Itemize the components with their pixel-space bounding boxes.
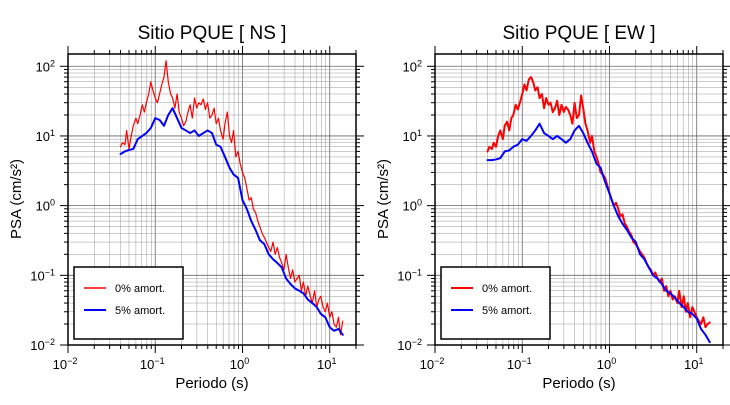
chart-ns-legend: 0% amort. 5% amort. [73,266,184,340]
chart-ns-frame [67,53,357,346]
chart-ns-ytick-label: 102 [36,58,55,74]
chart-ew-ytick-label: 100 [403,198,422,214]
chart-ew-xtick-label: 101 [684,356,703,372]
chart-ns-series-line-1 [119,107,344,336]
chart-ew-series-line-1 [486,122,711,344]
chart-ew-legend: 0% amort. 5% amort. [440,266,551,340]
chart-ew-ylabel: PSA (cm/s²) [375,159,392,239]
chart-ew-ticks: 10−2 10−1 100 101 10−2 10−1 100 101 102 [397,46,730,372]
chart-ns-xtick-label: 100 [230,356,249,372]
chart-ew-xtick-label: 100 [597,356,616,372]
chart-ns-ytick-label: 10−2 [30,337,55,353]
chart-ew-frame [434,53,724,346]
chart-ns-ytick-label: 101 [36,128,55,144]
chart-ns-legend-label-1: 5% amort. [115,305,165,317]
chart-ew-series [486,76,711,344]
chart-ew: Sitio PQUE [ EW ] 10−2 10−1 100 101 10−2 10−1… [375,23,730,392]
chart-ew-xtick-label: 10−2 [420,356,445,372]
chart-ns-title: Sitio PQUE [ NS ] [138,23,287,44]
chart-ns-xtick-label: 10−2 [53,356,78,372]
chart-ns-ticks: 10−2 10−1 100 101 10−2 10−1 100 101 102 [30,46,364,372]
chart-ns-legend-box [73,266,184,340]
chart-ew-legend-box [440,266,551,340]
chart-ew-legend-label-1: 5% amort. [482,305,532,317]
chart-ew-legend-label-0: 0% amort. [482,283,532,295]
chart-ns-ytick-label: 10−1 [30,267,55,283]
chart-ew-ytick-label: 10−1 [397,267,422,283]
chart-ew-ytick-label: 101 [403,128,422,144]
chart-ns: Sitio PQUE [ NS ] 10−2 10−1 100 101 10−2 10−1… [8,23,364,392]
chart-ew-title: Sitio PQUE [ EW ] [502,23,655,44]
chart-ew-ytick-label: 102 [403,58,422,74]
chart-ns-grid [67,54,357,346]
chart-ns-xtick-label: 10−1 [140,356,165,372]
chart-ns-xtick-label: 101 [317,356,336,372]
chart-ew-ytick-label: 10−2 [397,337,422,353]
chart-ew-xtick-label: 10−1 [507,356,532,372]
chart-ns-ylabel: PSA (cm/s²) [8,159,25,239]
chart-ns-series [119,60,344,336]
chart-ns-ytick-label: 100 [36,198,55,214]
chart-ew-series-line-0 [486,76,711,329]
chart-ns-xlabel: Periodo (s) [175,375,248,392]
chart-ew-xlabel: Periodo (s) [542,375,615,392]
chart-ns-legend-label-0: 0% amort. [115,283,165,295]
